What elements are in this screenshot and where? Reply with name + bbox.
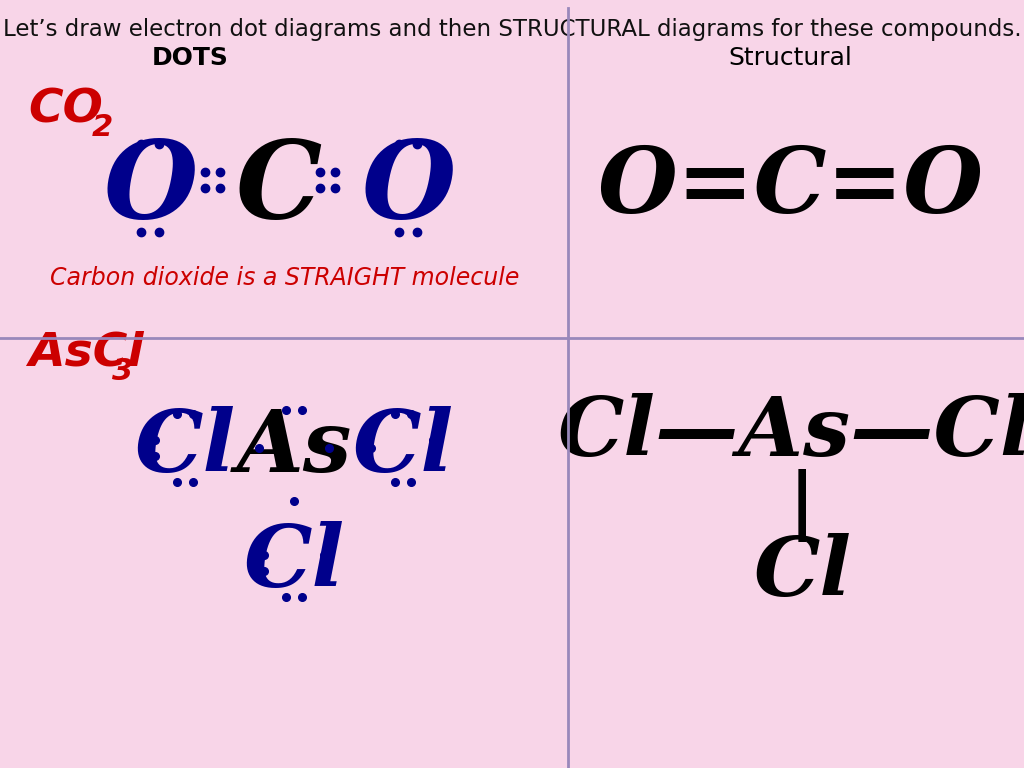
Text: C: C	[234, 135, 322, 241]
Text: CO: CO	[28, 88, 102, 133]
Text: Cl: Cl	[753, 533, 851, 613]
Text: Structural: Structural	[728, 46, 852, 70]
Text: |: |	[788, 469, 815, 542]
Text: 3: 3	[112, 356, 133, 386]
Text: O=C=O: O=C=O	[597, 144, 983, 233]
Text: DOTS: DOTS	[152, 46, 228, 70]
Text: Carbon dioxide is a STRAIGHT molecule: Carbon dioxide is a STRAIGHT molecule	[50, 266, 520, 290]
Text: 2: 2	[92, 114, 114, 143]
Text: O: O	[102, 135, 198, 241]
Text: Cl: Cl	[352, 406, 454, 490]
Text: Cl: Cl	[244, 521, 345, 604]
Text: O: O	[360, 135, 456, 241]
Text: Let’s draw electron dot diagrams and then STRUCTURAL diagrams for these compound: Let’s draw electron dot diagrams and the…	[3, 18, 1021, 41]
Text: AsCl: AsCl	[28, 330, 143, 376]
Text: Cl: Cl	[134, 406, 236, 490]
Text: As: As	[237, 406, 351, 490]
Text: Cl—As—Cl: Cl—As—Cl	[558, 393, 1024, 473]
